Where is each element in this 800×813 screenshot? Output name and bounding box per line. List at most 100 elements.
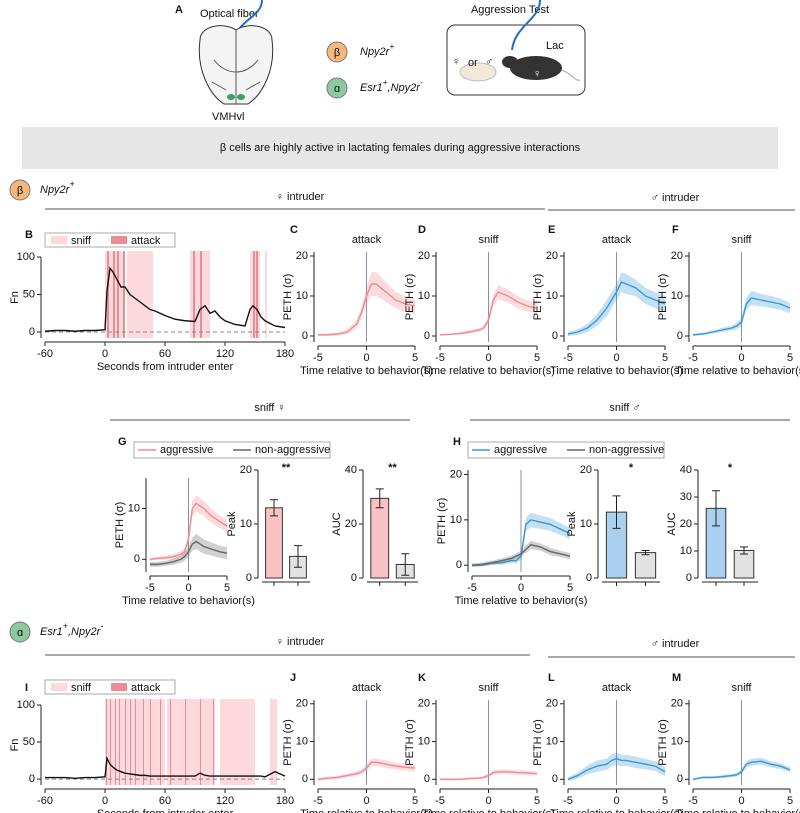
section-header: sniff ♂	[609, 402, 640, 414]
x-axis-label: Time relative to behavior(s)	[422, 808, 555, 813]
line	[439, 291, 538, 336]
superscript: -	[420, 77, 423, 87]
y-tick-label: 20	[680, 518, 692, 530]
y-tick-label: 30	[680, 491, 692, 503]
y-axis-label: PETH (σ)	[282, 274, 294, 321]
x-tick-label: 60	[159, 795, 171, 807]
error-bar	[740, 546, 748, 555]
behavior-span	[127, 251, 153, 338]
label-part: ,Npy2r	[388, 82, 422, 94]
y-tick-label: 0	[424, 330, 430, 342]
behavior-span	[125, 699, 126, 785]
x-axis-label: Seconds from intruder enter	[97, 808, 234, 813]
intruder-option: ♂	[485, 56, 493, 68]
x-tick-label: 0	[102, 348, 108, 360]
y-tick-label: 20	[296, 250, 308, 262]
panel-letter: K	[418, 672, 426, 684]
x-tick-label: 5	[534, 352, 540, 364]
x-tick-label: -5	[563, 352, 573, 364]
label-part: Esr1	[40, 626, 63, 638]
behavior-span	[253, 251, 255, 338]
x-tick-label: 0	[185, 582, 191, 594]
y-axis-label: PETH (σ)	[532, 719, 544, 766]
bar	[733, 549, 755, 579]
panel-letter: M	[672, 672, 681, 684]
legend-label: sniff	[71, 235, 92, 247]
y-tick-label: 0	[302, 330, 308, 342]
x-tick-label: 180	[276, 348, 294, 360]
bar	[265, 507, 283, 579]
section-header: ♀ intruder	[276, 191, 325, 203]
y-tick-label: 40	[680, 464, 692, 476]
chart-title: sniff	[732, 682, 753, 694]
behavior-span	[213, 699, 214, 785]
x-axis-label: Time relative to behavior(s)	[675, 365, 800, 377]
legend-box	[467, 441, 665, 459]
behavior-span	[256, 251, 258, 338]
y-tick-label: 0	[29, 773, 35, 785]
y-axis-label: PETH (σ)	[282, 719, 294, 766]
intruder-mouse	[459, 62, 497, 82]
y-tick-label: 100	[17, 251, 35, 263]
section-header: ♀ intruder	[276, 636, 325, 648]
y-tick-label: 20	[546, 698, 558, 710]
legend-swatch	[51, 683, 67, 691]
x-tick-label: 120	[216, 795, 234, 807]
x-tick-label: 0	[738, 795, 744, 807]
error-band	[693, 757, 790, 781]
error-bar	[294, 545, 302, 568]
panel-letter: B	[25, 229, 33, 241]
cell-type-label: Npy2r+	[360, 41, 394, 58]
line	[317, 761, 416, 781]
x-tick-label: 0	[613, 795, 619, 807]
resident-head	[502, 56, 518, 68]
region-label: VMHvl	[212, 111, 244, 123]
x-tick-label: 5	[662, 352, 668, 364]
y-tick-label: 0	[586, 572, 592, 584]
y-axis-label: PETH (σ)	[657, 719, 669, 766]
x-tick-label: 0	[363, 795, 369, 807]
x-tick-label: 120	[216, 348, 234, 360]
error-band	[568, 752, 665, 782]
x-tick-label: -60	[37, 348, 53, 360]
chart-title: attack	[352, 234, 382, 246]
behavior-span	[160, 699, 161, 785]
x-axis-label: Time relative to behavior(s)	[122, 595, 255, 607]
y-tick-label: 10	[546, 735, 558, 747]
x-tick-label: 60	[159, 348, 171, 360]
y-tick-label: 10	[128, 502, 140, 514]
legend-box	[44, 232, 176, 248]
x-tick-label: 0	[485, 795, 491, 807]
y-axis-label: Fn	[9, 291, 21, 304]
behavior-span	[123, 251, 125, 338]
x-tick-label: -5	[145, 582, 155, 594]
superscript: +	[63, 621, 68, 631]
legend-label: non-aggressive	[589, 444, 664, 456]
y-tick-label: 20	[671, 698, 683, 710]
y-axis-label: Peak	[226, 511, 238, 537]
line	[150, 540, 228, 566]
section-header: sniff ♀	[254, 402, 285, 414]
tail	[561, 69, 581, 81]
x-tick-label: 0	[518, 582, 524, 594]
bar	[634, 552, 657, 579]
legend-label: non-aggressive	[255, 444, 330, 456]
y-axis-label: AUC	[666, 512, 678, 535]
y-tick-label: 40	[345, 464, 357, 476]
y-tick-label: 0	[246, 572, 252, 584]
x-tick-label: -5	[688, 352, 698, 364]
x-tick-label: 0	[363, 352, 369, 364]
cell-type-label: Esr1+,Npy2r-	[40, 621, 103, 638]
y-tick-label: 20	[418, 250, 430, 262]
x-tick-label: 0	[613, 352, 619, 364]
error-band	[318, 272, 415, 336]
behavior-span	[143, 699, 144, 785]
y-tick-label: 100	[17, 699, 35, 711]
y-tick-label: 0	[677, 773, 683, 785]
x-axis-label: Time relative to behavior(s)	[550, 365, 683, 377]
